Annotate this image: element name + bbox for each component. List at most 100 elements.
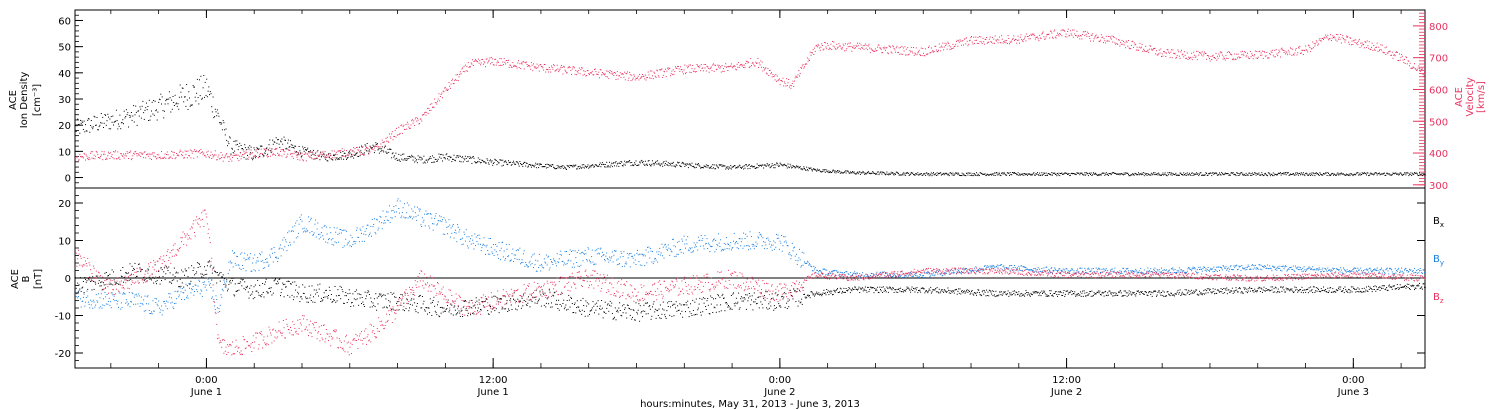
data-point bbox=[556, 299, 557, 301]
data-point bbox=[543, 166, 545, 168]
data-point bbox=[414, 157, 416, 159]
data-point bbox=[799, 73, 801, 74]
data-point bbox=[1026, 173, 1028, 175]
data-point bbox=[789, 163, 791, 165]
data-point bbox=[925, 172, 927, 174]
data-point bbox=[767, 67, 769, 69]
data-point bbox=[530, 166, 532, 168]
data-point bbox=[380, 143, 382, 145]
data-point bbox=[1001, 38, 1003, 40]
data-point bbox=[1358, 38, 1360, 40]
data-point bbox=[87, 278, 89, 280]
data-point bbox=[998, 39, 1000, 41]
data-point bbox=[1011, 174, 1013, 176]
data-point bbox=[593, 305, 595, 307]
data-point bbox=[718, 295, 719, 297]
data-point bbox=[378, 295, 380, 297]
data-point bbox=[1005, 174, 1007, 176]
data-point bbox=[164, 153, 166, 155]
data-point bbox=[950, 48, 952, 50]
data-point bbox=[431, 162, 433, 163]
data-point bbox=[937, 174, 939, 176]
data-point bbox=[93, 115, 95, 117]
data-point bbox=[486, 158, 488, 160]
data-point bbox=[1258, 172, 1260, 174]
data-point bbox=[1286, 172, 1288, 174]
data-point bbox=[1267, 57, 1269, 59]
data-point bbox=[592, 74, 594, 76]
data-point bbox=[1104, 40, 1106, 42]
data-point bbox=[227, 290, 228, 292]
b-axis-label: ACE B [nT] bbox=[10, 269, 44, 289]
data-point bbox=[883, 172, 885, 174]
data-point bbox=[563, 299, 565, 301]
data-point bbox=[138, 110, 140, 112]
data-point bbox=[244, 153, 246, 155]
data-point bbox=[513, 292, 515, 294]
data-point bbox=[949, 172, 951, 174]
data-point bbox=[672, 304, 674, 306]
data-point bbox=[444, 87, 446, 89]
data-point bbox=[616, 71, 618, 73]
data-point bbox=[369, 145, 371, 147]
data-point bbox=[225, 128, 227, 130]
data-point bbox=[1273, 56, 1275, 58]
data-point bbox=[1378, 173, 1380, 175]
data-point bbox=[594, 164, 596, 166]
data-point bbox=[1396, 173, 1398, 175]
b-tick-label: 20 bbox=[58, 199, 71, 210]
data-point bbox=[988, 41, 990, 43]
data-point bbox=[249, 153, 251, 155]
data-point bbox=[1410, 172, 1412, 174]
data-point bbox=[118, 125, 120, 127]
data-point bbox=[550, 164, 552, 166]
data-point bbox=[414, 118, 416, 120]
data-point bbox=[251, 152, 253, 154]
data-point bbox=[1118, 39, 1119, 41]
data-point bbox=[382, 150, 384, 152]
data-point bbox=[589, 72, 591, 74]
data-point bbox=[130, 159, 132, 161]
data-point bbox=[406, 121, 408, 123]
data-point bbox=[457, 306, 459, 308]
data-point bbox=[256, 147, 258, 149]
data-point bbox=[518, 300, 520, 302]
data-point bbox=[901, 174, 903, 176]
data-point bbox=[543, 293, 545, 295]
data-point bbox=[163, 110, 165, 112]
data-point bbox=[759, 164, 761, 166]
data-point bbox=[589, 74, 590, 76]
data-point bbox=[1345, 35, 1347, 37]
data-point bbox=[495, 308, 497, 310]
data-point bbox=[1072, 29, 1074, 31]
data-point bbox=[206, 96, 208, 98]
data-point bbox=[597, 74, 599, 76]
data-point bbox=[247, 154, 248, 156]
data-point bbox=[770, 73, 772, 75]
data-point bbox=[909, 174, 911, 176]
data-point bbox=[245, 286, 247, 288]
data-point bbox=[1291, 54, 1293, 56]
data-point bbox=[828, 170, 830, 172]
data-point bbox=[1169, 172, 1171, 174]
data-point bbox=[892, 46, 894, 48]
data-point bbox=[771, 293, 773, 295]
data-point bbox=[234, 283, 236, 285]
data-point bbox=[578, 67, 580, 69]
data-point bbox=[1388, 50, 1390, 52]
data-point bbox=[1059, 175, 1061, 177]
data-point bbox=[797, 74, 799, 76]
data-point bbox=[1042, 32, 1043, 34]
data-point bbox=[523, 163, 524, 165]
data-point bbox=[913, 47, 914, 48]
data-point bbox=[573, 66, 575, 68]
data-point bbox=[725, 168, 727, 170]
data-point bbox=[280, 150, 281, 152]
data-point bbox=[447, 158, 448, 160]
data-point bbox=[176, 271, 178, 273]
data-point bbox=[1288, 51, 1290, 53]
data-point bbox=[378, 146, 380, 148]
data-point bbox=[1071, 34, 1073, 36]
data-point bbox=[781, 80, 783, 82]
data-point bbox=[253, 286, 255, 288]
